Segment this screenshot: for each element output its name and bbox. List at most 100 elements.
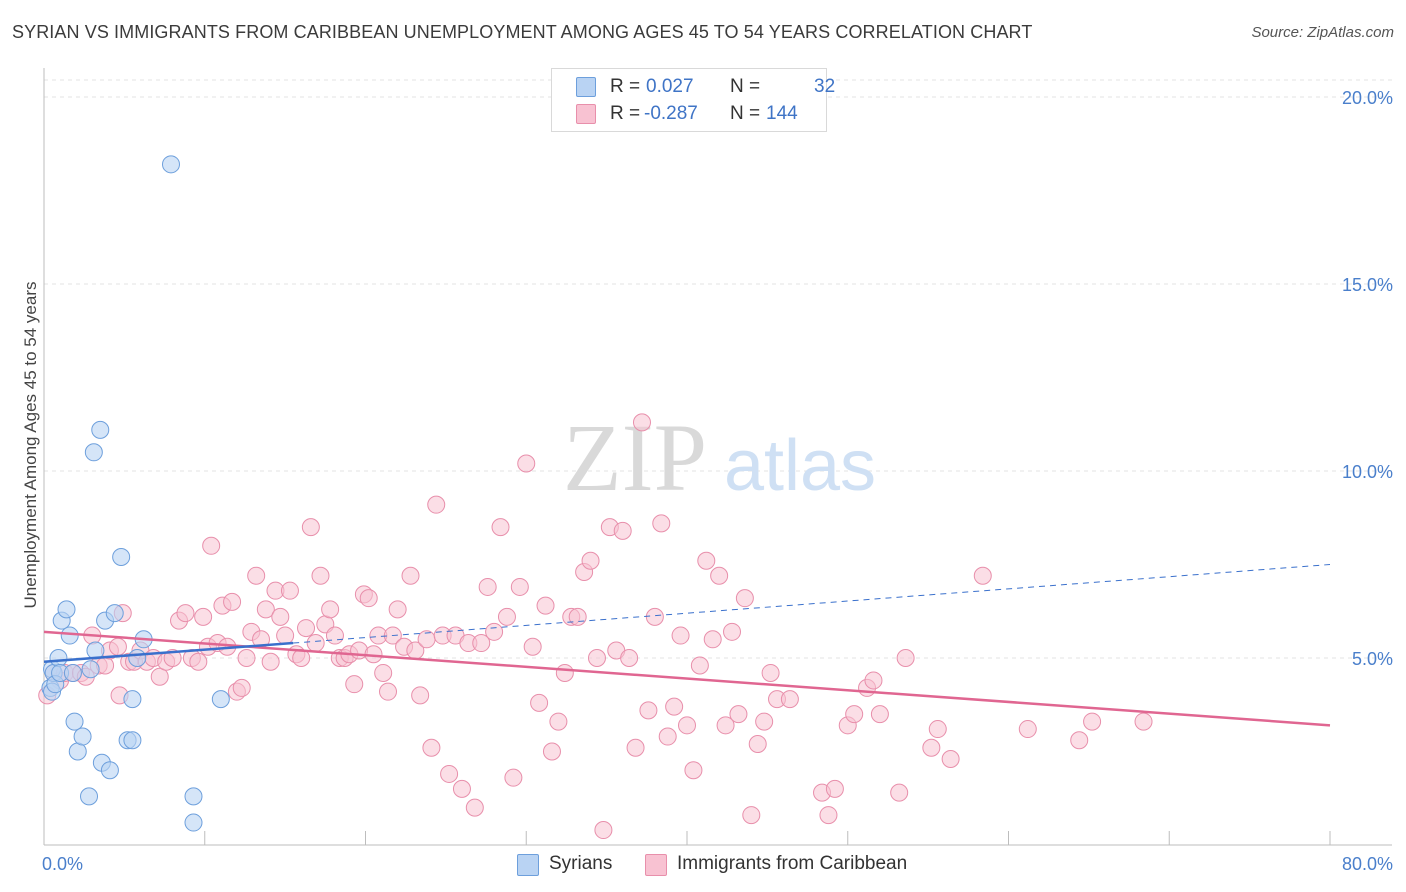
caribbean-point-121 <box>735 589 754 608</box>
legend-n-label: N = <box>730 76 761 97</box>
caribbean-point-118 <box>716 716 735 735</box>
caribbean-point-50 <box>311 566 330 585</box>
caribbean-point-73 <box>427 495 446 514</box>
caribbean-point-117 <box>710 566 729 585</box>
caribbean-point-140 <box>941 749 960 768</box>
caribbean-point-28 <box>202 536 221 555</box>
caribbean-point-134 <box>864 671 883 690</box>
caribbean-point-110 <box>665 697 684 716</box>
caribbean-point-125 <box>761 663 780 682</box>
caribbean-point-84 <box>497 607 516 626</box>
caribbean-point-60 <box>359 589 378 608</box>
caribbean-point-52 <box>321 600 340 619</box>
syrians-point-30 <box>184 813 203 832</box>
caribbean-point-57 <box>345 675 364 694</box>
caribbean-point-26 <box>194 607 213 626</box>
caribbean-point-53 <box>325 626 344 645</box>
caribbean-point-142 <box>1018 720 1037 739</box>
caribbean-point-86 <box>510 577 529 596</box>
caribbean-point-35 <box>237 649 256 667</box>
syrians-point-29 <box>161 155 180 174</box>
syrians-point-26 <box>123 690 142 709</box>
legend-r-label: R = <box>610 76 641 97</box>
x-tick-label-max: 80.0% <box>1342 854 1393 874</box>
caribbean-point-141 <box>973 566 992 585</box>
caribbean-point-81 <box>478 577 497 596</box>
caribbean-point-64 <box>379 682 398 701</box>
caribbean-point-87 <box>517 454 536 473</box>
caribbean-point-124 <box>755 712 774 731</box>
x-axis-ticks <box>204 831 1331 845</box>
caribbean-point-137 <box>896 649 915 667</box>
x-tick-label-min: 0.0% <box>42 854 83 874</box>
caribbean-point-49 <box>306 634 325 653</box>
chart-source: Source: ZipAtlas.com <box>1251 24 1394 41</box>
syrians-point-23 <box>112 548 131 567</box>
caribbean-point-23 <box>176 604 195 623</box>
caribbean-point-85 <box>504 768 523 787</box>
syrians-point-5 <box>49 649 68 667</box>
caribbean-point-39 <box>256 600 275 619</box>
caribbean-point-37 <box>247 566 266 585</box>
caribbean-point-116 <box>703 630 722 649</box>
caribbean-point-40 <box>261 652 280 671</box>
syrians-points <box>41 155 230 832</box>
syrians-point-21 <box>100 761 119 780</box>
caribbean-point-66 <box>388 600 407 619</box>
legend-n-value-caribbean: 144 <box>766 103 798 124</box>
y-tick-label-15: 15.0% <box>1342 275 1393 295</box>
caribbean-point-122 <box>742 806 761 825</box>
syrians-point-31 <box>184 787 203 806</box>
caribbean-point-132 <box>845 705 864 724</box>
syrians-point-32 <box>211 690 230 709</box>
syrians-point-27 <box>128 649 147 667</box>
caribbean-legend-label: Immigrants from Caribbean <box>677 853 908 874</box>
caribbean-point-103 <box>620 649 639 667</box>
caribbean-point-98 <box>587 649 606 667</box>
legend-n-label: N = <box>730 103 761 124</box>
caribbean-point-79 <box>465 798 484 817</box>
syrians-point-15 <box>81 660 100 679</box>
caribbean-point-113 <box>684 761 703 780</box>
syrians-point-16 <box>84 443 103 462</box>
caribbean-point-107 <box>645 607 664 626</box>
syrians-point-13 <box>73 727 92 746</box>
caribbean-point-83 <box>491 518 510 537</box>
watermark: ZIP atlas <box>563 404 876 511</box>
caribbean-point-129 <box>819 806 838 825</box>
caribbean-point-21 <box>163 649 182 667</box>
caribbean-point-108 <box>652 514 671 533</box>
syrians-trend-line <box>43 641 294 663</box>
syrians-swatch <box>576 77 596 97</box>
legend-r-value-syrians: 0.027 <box>646 76 694 97</box>
caribbean-point-114 <box>690 656 709 675</box>
caribbean-point-88 <box>523 637 542 656</box>
caribbean-point-105 <box>632 413 651 432</box>
caribbean-point-144 <box>1083 712 1102 731</box>
y-tick-label-5: 5.0% <box>1352 649 1393 669</box>
caribbean-point-48 <box>301 518 320 537</box>
syrians-point-8 <box>57 600 76 619</box>
caribbean-point-47 <box>297 619 316 638</box>
caribbean-point-80 <box>472 634 491 653</box>
caribbean-point-104 <box>626 738 645 757</box>
caribbean-swatch <box>576 104 596 124</box>
syrians-point-12 <box>68 742 87 761</box>
caribbean-point-99 <box>594 821 613 840</box>
caribbean-point-19 <box>150 667 169 686</box>
caribbean-point-82 <box>485 622 504 641</box>
y-axis-tick-labels: 5.0% 10.0% 15.0% 20.0% <box>1342 88 1393 669</box>
caribbean-point-70 <box>411 686 430 705</box>
caribbean-point-44 <box>280 581 299 600</box>
caribbean-point-145 <box>1134 712 1153 731</box>
caribbean-point-95 <box>568 607 587 626</box>
syrians-point-10 <box>63 663 82 682</box>
caribbean-point-135 <box>870 705 889 724</box>
correlation-legend: R = 0.027 N = 32 R = -0.287 N = 144 <box>551 68 835 132</box>
syrians-legend-label: Syrians <box>549 853 613 874</box>
caribbean-point-34 <box>232 678 251 697</box>
watermark-atlas: atlas <box>724 426 876 506</box>
caribbean-point-42 <box>271 607 290 626</box>
caribbean-point-92 <box>549 712 568 731</box>
